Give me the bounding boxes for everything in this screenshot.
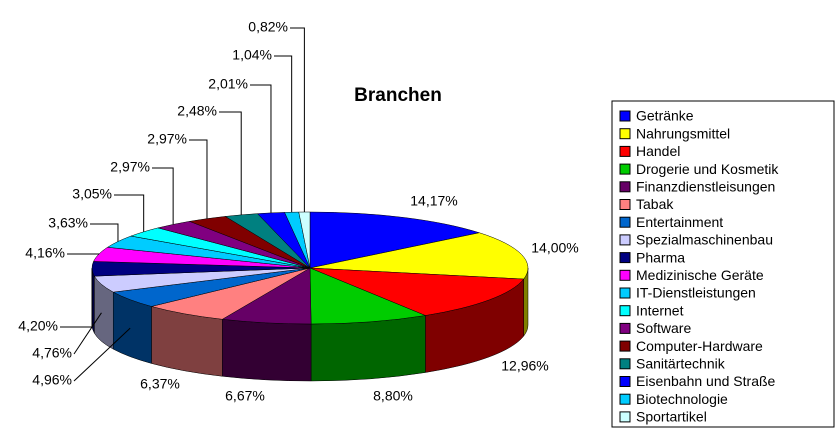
data-label: 4,96% bbox=[32, 372, 72, 388]
data-label: 1,04% bbox=[232, 47, 272, 63]
legend-label: Entertainment bbox=[636, 214, 723, 230]
legend-label: Drogerie und Kosmetik bbox=[636, 161, 779, 177]
leader-line bbox=[90, 223, 119, 242]
legend-swatch bbox=[619, 269, 631, 281]
legend-label: Software bbox=[636, 320, 691, 336]
chart-title: Branchen bbox=[354, 85, 442, 106]
legend-swatch bbox=[619, 340, 631, 352]
slice bbox=[309, 211, 481, 269]
data-label: 0,82% bbox=[248, 19, 288, 35]
data-label: 2,97% bbox=[147, 131, 187, 147]
data-label: 12,96% bbox=[501, 358, 548, 374]
leader-line bbox=[73, 312, 102, 355]
legend-label: Tabak bbox=[636, 196, 674, 212]
legend-label: Eisenbahn und Straße bbox=[636, 373, 776, 389]
legend-swatch bbox=[619, 393, 631, 405]
legend-swatch bbox=[619, 305, 631, 317]
legend-label: Spezialmaschinenbau bbox=[636, 232, 773, 248]
leader-line bbox=[250, 84, 272, 213]
leader-line bbox=[152, 167, 174, 225]
legend-swatch bbox=[619, 181, 631, 193]
slice-side bbox=[222, 318, 312, 382]
legend-swatch bbox=[619, 110, 631, 122]
legend-swatch bbox=[619, 322, 631, 334]
leader-line bbox=[114, 194, 145, 232]
slice bbox=[309, 267, 427, 325]
legend-swatch bbox=[619, 358, 631, 370]
data-label: 4,16% bbox=[25, 245, 65, 261]
data-label: 14,17% bbox=[410, 193, 457, 209]
data-label: 2,48% bbox=[177, 103, 217, 119]
legend-swatch bbox=[619, 411, 631, 423]
leader-line bbox=[60, 268, 93, 328]
data-label: 4,20% bbox=[18, 318, 58, 334]
data-label: 3,63% bbox=[48, 215, 88, 231]
legend-swatch bbox=[619, 128, 631, 140]
data-label: 14,00% bbox=[531, 240, 578, 256]
legend-swatch bbox=[619, 234, 631, 246]
legend-swatch bbox=[619, 163, 631, 175]
leader-line bbox=[73, 327, 131, 382]
slice-side bbox=[310, 315, 426, 382]
legend-box bbox=[611, 100, 835, 428]
legend-swatch bbox=[619, 287, 631, 299]
legend-label: Internet bbox=[636, 302, 684, 318]
data-label: 2,97% bbox=[110, 159, 150, 175]
leader-line bbox=[274, 55, 293, 213]
legend-swatch bbox=[619, 252, 631, 264]
leader-line bbox=[219, 111, 242, 215]
legend-label: Handel bbox=[636, 143, 680, 159]
legend-label: Pharma bbox=[636, 249, 685, 265]
legend-swatch bbox=[619, 145, 631, 157]
slice bbox=[309, 232, 529, 280]
legend-label: IT-Dienstleistungen bbox=[636, 285, 756, 301]
leader-line bbox=[290, 27, 305, 213]
slice bbox=[309, 267, 525, 316]
legend-label: Computer-Hardware bbox=[636, 338, 763, 354]
data-label: 4,76% bbox=[32, 345, 72, 361]
legend-label: Getränke bbox=[636, 108, 694, 124]
leader-line bbox=[189, 139, 208, 219]
data-label: 6,37% bbox=[140, 376, 180, 392]
data-label: 3,05% bbox=[72, 186, 112, 202]
legend-label: Medizinische Geräte bbox=[636, 267, 764, 283]
legend-swatch bbox=[619, 376, 631, 387]
legend-label: Biotechnologie bbox=[636, 391, 728, 407]
data-label: 2,01% bbox=[208, 76, 248, 92]
legend-swatch bbox=[619, 216, 631, 228]
data-label: 6,67% bbox=[225, 388, 265, 404]
legend-swatch bbox=[619, 199, 631, 210]
legend-label: Finanzdienstleisungen bbox=[636, 179, 775, 195]
legend-label: Sportartikel bbox=[636, 409, 707, 425]
legend-label: Nahrungsmittel bbox=[636, 125, 730, 141]
legend-label: Sanitärtechnik bbox=[636, 356, 726, 372]
data-label: 8,80% bbox=[373, 388, 413, 404]
